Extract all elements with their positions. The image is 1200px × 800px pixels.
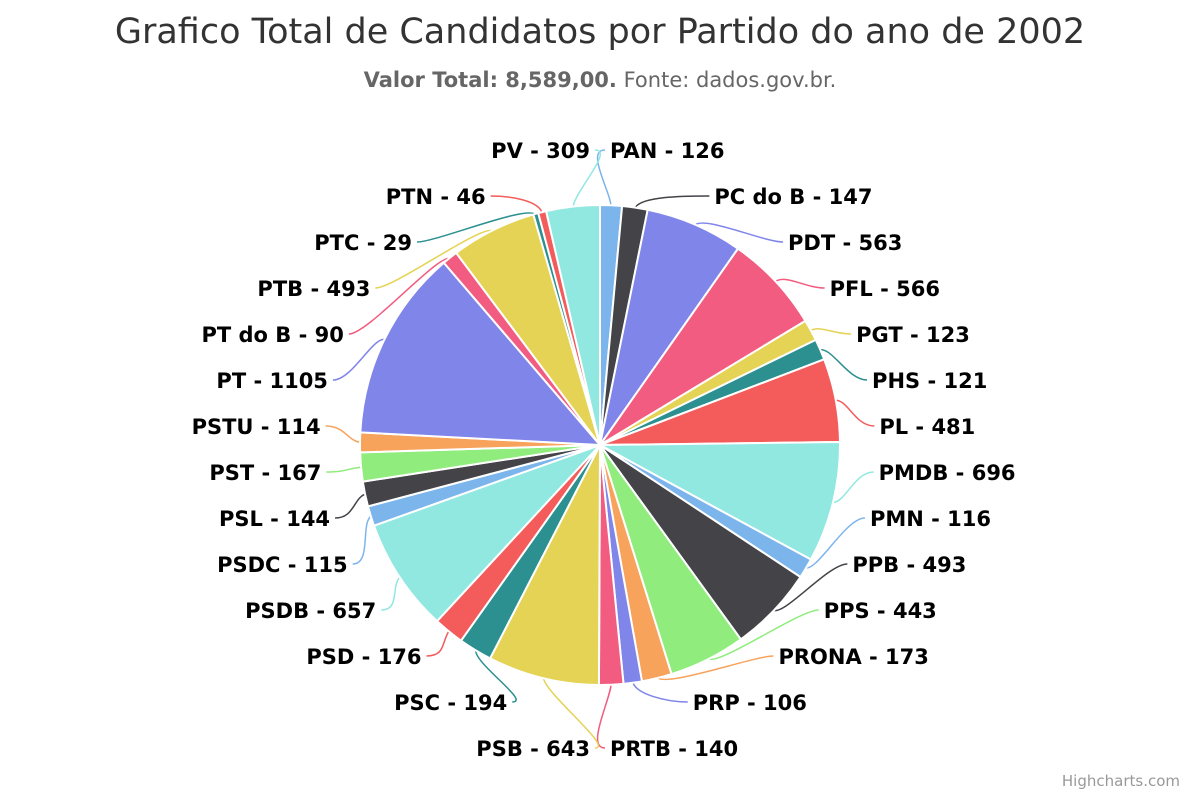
connector-ptn bbox=[490, 195, 544, 215]
connector-pmn bbox=[803, 517, 866, 569]
data-label-pdt: PDT - 563 bbox=[788, 231, 902, 255]
connector-psdb bbox=[381, 575, 402, 611]
data-label-pgt: PGT - 123 bbox=[856, 323, 970, 347]
connector-prp bbox=[631, 680, 688, 703]
connector-pgt bbox=[808, 328, 852, 335]
connector-psd bbox=[426, 629, 451, 657]
data-label-prp: PRP - 106 bbox=[693, 691, 807, 715]
data-label-prtb: PRTB - 140 bbox=[610, 737, 738, 761]
connector-pc-do-b bbox=[633, 195, 710, 210]
data-label-pps: PPS - 443 bbox=[824, 599, 937, 623]
connector-pt bbox=[332, 338, 387, 381]
subtitle-total-value: Valor Total: 8,589,00. bbox=[363, 68, 617, 92]
connector-psc bbox=[475, 647, 517, 703]
data-label-pc-do-b: PC do B - 147 bbox=[714, 185, 872, 209]
pie-slices bbox=[359, 203, 841, 687]
subtitle-source: Fonte: dados.gov.br. bbox=[623, 68, 837, 92]
connector-phs bbox=[818, 349, 868, 381]
data-labels: PAN - 126 PC do B - 147 PDT - 563 PFL - 566… bbox=[192, 139, 1016, 761]
chart-title: Grafico Total de Candidatos por Partido … bbox=[114, 12, 1086, 52]
connector-prona bbox=[655, 655, 774, 681]
data-label-psc: PSC - 194 bbox=[394, 691, 507, 715]
slice-psdb[interactable] bbox=[372, 444, 601, 623]
data-label-pt-do-b: PT do B - 90 bbox=[201, 323, 343, 347]
connector-pfl bbox=[773, 278, 825, 289]
connector-psl bbox=[335, 492, 368, 519]
chart-subtitle: Valor Total: 8,589,00. Fonte: dados.gov.… bbox=[0, 68, 1200, 92]
connector-pv bbox=[572, 149, 601, 209]
data-label-psl: PSL - 144 bbox=[219, 507, 330, 531]
connector-pmdb bbox=[830, 471, 874, 503]
data-label-phs: PHS - 121 bbox=[872, 369, 987, 393]
data-label-ptc: PTC - 29 bbox=[314, 231, 412, 255]
connector-ppb bbox=[771, 563, 848, 612]
connector-ptb bbox=[375, 229, 495, 289]
connector-psb bbox=[542, 676, 599, 749]
data-label-pv: PV - 309 bbox=[491, 139, 590, 163]
connector-pps bbox=[706, 609, 819, 661]
connector-psdc bbox=[352, 514, 374, 565]
slice-pt[interactable] bbox=[359, 261, 601, 446]
credits-link[interactable]: Highcharts.com bbox=[1061, 772, 1180, 790]
data-label-pl: PL - 481 bbox=[879, 415, 975, 439]
slice-pv[interactable] bbox=[545, 204, 601, 446]
data-label-psd: PSD - 176 bbox=[306, 645, 421, 669]
data-label-psb: PSB - 643 bbox=[476, 737, 590, 761]
connector-ptc bbox=[416, 212, 538, 243]
data-label-pmn: PMN - 116 bbox=[870, 507, 991, 531]
data-label-pt: PT - 1105 bbox=[216, 369, 328, 393]
connector-prtb bbox=[596, 682, 612, 749]
slice-psb[interactable] bbox=[489, 444, 601, 686]
connector-lines bbox=[325, 149, 875, 749]
data-label-ppb: PPB - 493 bbox=[852, 553, 966, 577]
data-label-pstu: PSTU - 114 bbox=[192, 415, 321, 439]
connector-pan bbox=[596, 149, 612, 208]
connector-pstu bbox=[325, 425, 363, 444]
data-label-pfl: PFL - 566 bbox=[830, 277, 940, 301]
data-label-prona: PRONA - 173 bbox=[778, 645, 928, 669]
data-label-pmdb: PMDB - 696 bbox=[879, 461, 1016, 485]
data-label-psdb: PSDB - 657 bbox=[245, 599, 376, 623]
connector-pt-do-b bbox=[348, 257, 452, 335]
connector-pst bbox=[326, 466, 364, 473]
connector-pdt bbox=[693, 222, 784, 243]
data-label-psdc: PSDC - 115 bbox=[217, 553, 348, 577]
data-label-pst: PST - 167 bbox=[209, 461, 321, 485]
data-label-ptn: PTN - 46 bbox=[386, 185, 486, 209]
data-label-ptb: PTB - 493 bbox=[257, 277, 370, 301]
data-label-pan: PAN - 126 bbox=[610, 139, 724, 163]
slice-pmdb[interactable] bbox=[599, 441, 841, 561]
connector-pl bbox=[833, 399, 875, 427]
